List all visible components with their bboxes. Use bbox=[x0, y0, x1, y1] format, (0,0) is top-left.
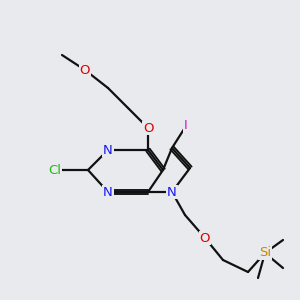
Text: O: O bbox=[80, 64, 90, 76]
Text: N: N bbox=[103, 143, 113, 157]
Text: O: O bbox=[200, 232, 210, 244]
Text: N: N bbox=[167, 185, 177, 199]
Text: Cl: Cl bbox=[49, 164, 62, 176]
Text: I: I bbox=[184, 119, 188, 133]
Text: Si: Si bbox=[259, 247, 271, 260]
Text: O: O bbox=[143, 122, 153, 134]
Text: N: N bbox=[103, 185, 113, 199]
